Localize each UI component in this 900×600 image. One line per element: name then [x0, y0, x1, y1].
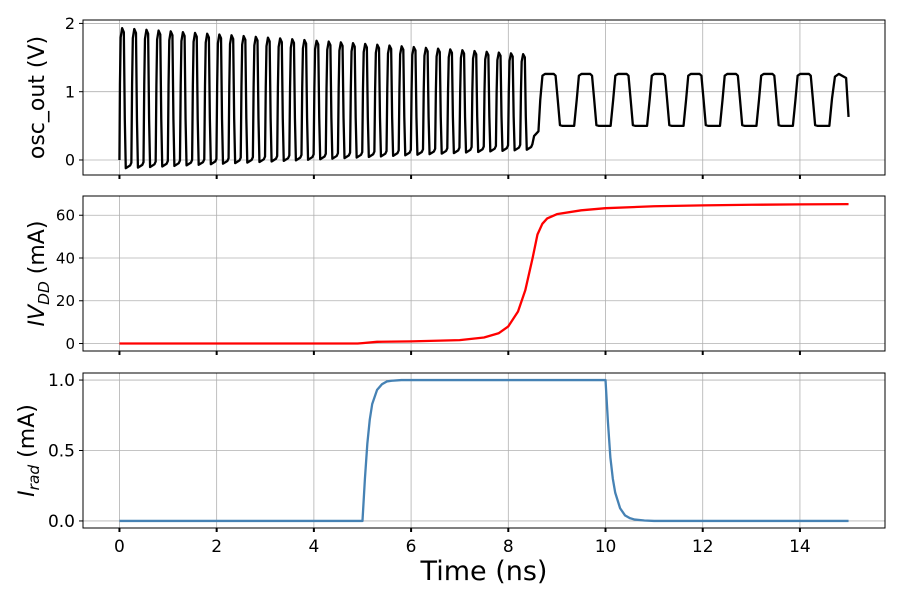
- series-line-2-1: [119, 202, 849, 345]
- y-tick-label: 60: [56, 207, 75, 225]
- y-tick-label: 1: [65, 82, 75, 101]
- x-tick-label: 10: [595, 537, 617, 557]
- y-tick-label: 0: [65, 335, 75, 353]
- x-tick-label: 2: [211, 537, 222, 557]
- axes-frame: [82, 19, 886, 176]
- subplot-1: 0 1 2 osc_out (V): [25, 14, 886, 179]
- x-tick-label: 12: [692, 537, 714, 557]
- x-tick-label: 6: [406, 537, 417, 557]
- x-tick-label: 8: [503, 537, 514, 557]
- y-tick-label: 1.0: [48, 371, 75, 391]
- x-tick-label: 14: [789, 537, 811, 557]
- x-axis-label: Time (ns): [420, 556, 548, 587]
- y-tick-label: 2: [65, 14, 75, 33]
- y-tick-label: 40: [56, 249, 75, 267]
- y-tick-label: 0: [65, 151, 75, 170]
- y-tick-label: 20: [56, 292, 75, 310]
- x-tick-label: 4: [308, 537, 319, 557]
- x-tick-label: 0: [114, 537, 125, 557]
- series-line-3-1: [119, 378, 849, 523]
- axes-frame: [82, 195, 886, 352]
- y-tick-label: 0.5: [48, 442, 75, 462]
- y-axis-label: Irad (mA): [15, 404, 43, 497]
- y-axis-label: IVDD (mA): [25, 221, 53, 327]
- series-line-1-1: [118, 27, 850, 170]
- y-tick-label: 0.0: [48, 512, 75, 532]
- y-axis-label: osc_out (V): [25, 36, 50, 159]
